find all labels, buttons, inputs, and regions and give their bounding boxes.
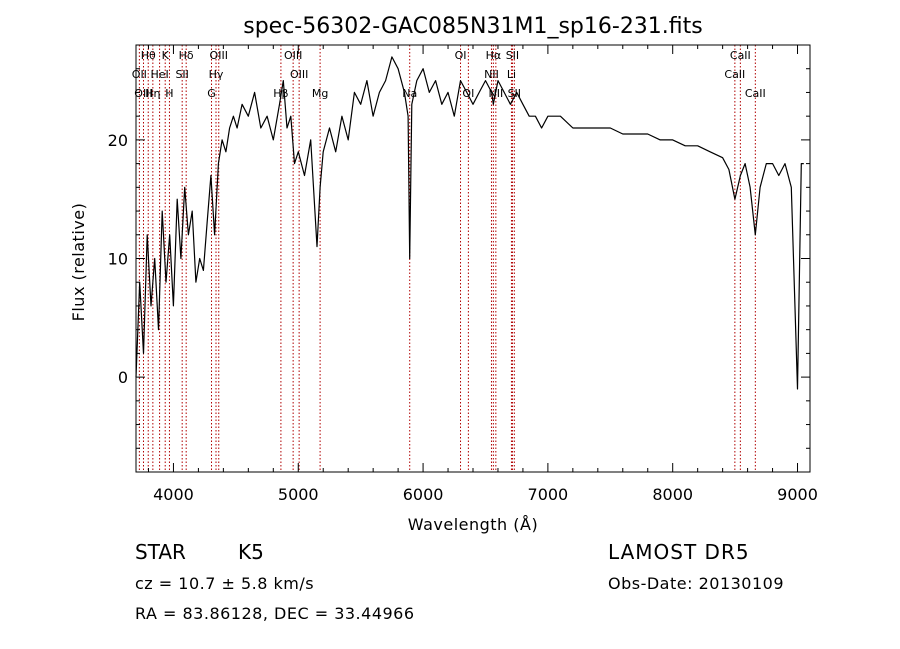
y-tick-label: 0 [118,368,128,387]
sky-coordinates: RA = 83.86128, DEC = 33.44966 [135,604,415,623]
spectrum-series [135,56,804,390]
spectral-line-label: SII [506,49,519,62]
spectral-line-label: OI [455,49,467,62]
spectral-line-label: OIII [210,49,228,62]
spectral-line-label: HeI [150,68,168,81]
spectral-line-label: OI [462,87,474,100]
spectral-line-label: Hη [145,87,160,100]
redshift-value: cz = 10.7 ± 5.8 km/s [135,574,315,593]
spectrum-line [135,56,804,390]
spectral-line-label: OIII [290,68,308,81]
observation-date: Obs-Date: 20130109 [608,574,785,593]
y-tick-label: 10 [108,250,128,269]
spectral-line-label: OIII [284,49,302,62]
spectral-line-labels: HθOIIOIIIHηHeIKHSIIHδHγGOIIIHβOIIIOIIIMg… [132,49,766,100]
spectral-line-label: K [162,49,170,62]
x-axis-label: Wavelength (Å) [408,515,538,534]
spectral-line-label: CaII [745,87,766,100]
x-tick-label: 6000 [403,485,444,504]
x-tick-label: 8000 [652,485,693,504]
spectral-subclass: K5 [238,540,264,564]
plot-frame [135,44,811,473]
x-axis-ticks: 4000 5000 6000 7000 8000 9000 [147,45,818,504]
spectral-line-label: OII [132,68,147,81]
spectral-line-label: Hα [486,49,502,62]
x-tick-label: 5000 [278,485,319,504]
spectral-line-label: SII [175,68,188,81]
spectral-line-label: H [165,87,173,100]
spectral-line-label: Li [507,68,516,81]
y-axis-ticks: 0 10 20 [108,68,810,449]
spectral-line-label: SII [508,87,521,100]
chart-title: spec-56302-GAC085N31M1_sp16-231.fits [243,14,703,39]
spectral-line-label: NII [484,68,499,81]
y-tick-label: 20 [108,131,128,150]
spectral-line-label: Hγ [209,68,224,81]
spectral-line-label: Hθ [141,49,156,62]
y-axis-label: Flux (relative) [69,203,88,322]
spectral-line-label: CaII [730,49,751,62]
spectral-line-label: CaII [724,68,745,81]
object-class: STAR [135,540,186,564]
x-tick-label: 9000 [777,485,818,504]
spectral-line-label: G [207,87,216,100]
spectral-line-label: OIII [134,87,152,100]
spectral-line-label: Mg [312,87,328,100]
x-tick-label: 7000 [528,485,569,504]
survey-name: LAMOST DR5 [608,540,750,564]
spectral-line-label: Hδ [179,49,194,62]
x-tick-label: 4000 [153,485,194,504]
spectral-line-markers [138,45,756,472]
